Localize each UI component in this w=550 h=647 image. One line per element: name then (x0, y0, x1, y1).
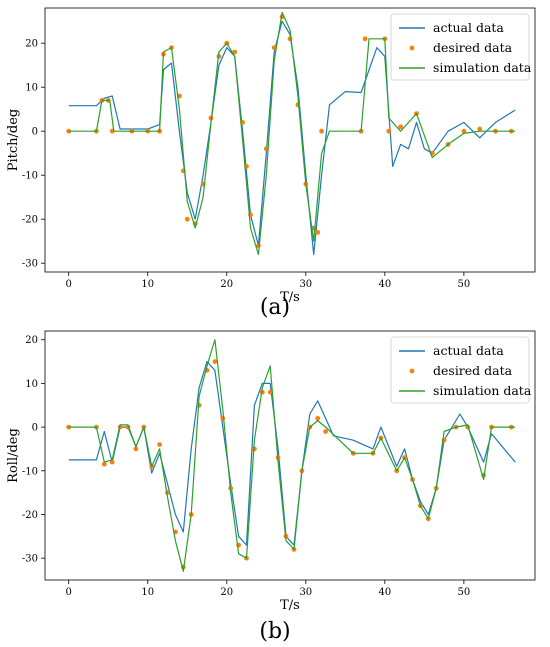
x-tick-label: 0 (66, 587, 72, 598)
desired-data-point (295, 102, 301, 108)
legend-label: desired data (433, 40, 513, 55)
desired-data-point (315, 416, 321, 421)
desired-data-point (315, 230, 321, 235)
y-tick-label: 0 (32, 423, 38, 434)
y-tick-label: -10 (22, 466, 38, 477)
chart-panel-a: 0 10 20 30 40 50 -30 -20 -10 0 10 20 T/s Pitch/deg act… (6, 7, 536, 320)
desired-data-point (220, 416, 226, 421)
desired-data-point (101, 461, 107, 467)
y-tick-label: 10 (25, 83, 38, 94)
panel-label: (b) (259, 619, 290, 644)
x-tick-label: 20 (220, 587, 233, 598)
desired-data-point (232, 49, 238, 55)
desired-data-point (319, 128, 324, 134)
y-tick-label: 20 (25, 39, 38, 50)
desired-data-point (133, 446, 139, 452)
x-tick-label: 30 (299, 279, 312, 290)
panel-label: (a) (260, 295, 290, 320)
chart-panel-b: 0 10 20 30 40 50 -30 -20 -10 0 10 20 T/s Roll/deg actu… (6, 330, 536, 644)
simulation-data-line (68, 11, 516, 255)
desired-data-point (271, 45, 277, 50)
x-tick-label: 20 (220, 279, 233, 290)
x-tick-label: 40 (378, 587, 391, 598)
y-tick-label: -30 (22, 554, 38, 565)
x-axis-title: T/s (280, 598, 300, 613)
desired-data-point (212, 359, 218, 364)
x-axis-title: T/s (280, 290, 300, 305)
simulation-data-line (68, 339, 516, 572)
legend-label: simulation data (433, 60, 532, 75)
legend-label: desired data (433, 363, 513, 378)
y-tick-label: 20 (25, 335, 38, 346)
legend-marker-desired (409, 368, 415, 374)
y-tick-label: -30 (22, 259, 38, 270)
y-tick-label: 10 (25, 379, 38, 390)
legend-marker-desired (409, 45, 415, 51)
desired-data-point (386, 128, 392, 134)
desired-data-point (398, 124, 403, 130)
desired-data-point (109, 459, 115, 465)
x-tick-label: 10 (141, 587, 154, 598)
legend: actual data desired data simulation data (390, 336, 532, 404)
x-tick-label: 0 (66, 279, 72, 290)
x-tick-label: 30 (299, 587, 312, 598)
legend-label: simulation data (433, 383, 532, 398)
y-tick-label: -10 (22, 171, 38, 182)
actual-data-line (68, 361, 516, 546)
desired-data-point (157, 442, 163, 447)
legend: actual data desired data simulation data (390, 13, 532, 81)
legend-box (390, 336, 530, 404)
desired-data-point (267, 389, 273, 395)
desired-data-point (184, 216, 190, 222)
legend-label: actual data (433, 343, 504, 358)
y-axis-title: Pitch/deg (6, 109, 21, 172)
desired-data-point (323, 429, 328, 434)
y-tick-label: -20 (22, 510, 38, 521)
y-tick-label: -20 (22, 215, 38, 226)
legend-label: actual data (433, 20, 504, 35)
y-axis-title: Roll/deg (6, 428, 21, 483)
plot-frame (44, 330, 536, 581)
x-tick-label: 50 (458, 587, 471, 598)
legend-box (390, 13, 530, 81)
plot-frame (44, 7, 536, 273)
desired-data-point (461, 128, 467, 134)
desired-data-point (362, 36, 368, 42)
y-tick-label: 0 (32, 127, 38, 138)
desired-data-point (477, 126, 483, 132)
x-tick-label: 50 (458, 279, 471, 290)
x-tick-label: 10 (141, 279, 154, 290)
x-tick-label: 40 (378, 279, 391, 290)
